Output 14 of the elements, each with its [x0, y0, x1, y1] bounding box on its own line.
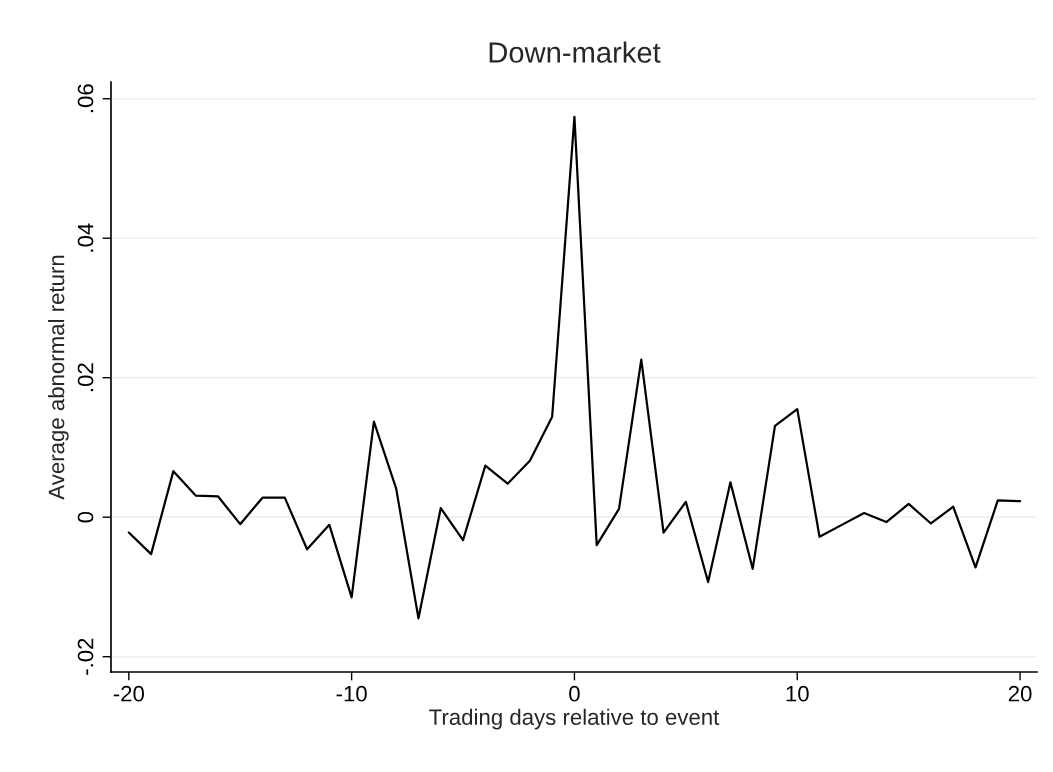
y-axis-title: Average abnormal return	[48, 255, 69, 500]
x-tick-label: -10	[336, 685, 367, 702]
y-tick-label: .02	[77, 363, 94, 392]
y-tick-label: 0	[77, 511, 94, 523]
x-tick-label: 10	[786, 685, 809, 702]
x-tick-label: 20	[1008, 685, 1032, 702]
y-tick-label: .04	[77, 223, 94, 252]
line-series	[127, 115, 1022, 620]
chart-title: Down-market	[489, 41, 661, 63]
x-tick-label: 0	[569, 685, 580, 702]
y-tick-label: .06	[77, 84, 94, 113]
x-axis-title: Trading days relative to event	[429, 708, 720, 730]
y-tick-label: -.02	[77, 638, 94, 675]
x-tick-label: -20	[113, 685, 144, 702]
